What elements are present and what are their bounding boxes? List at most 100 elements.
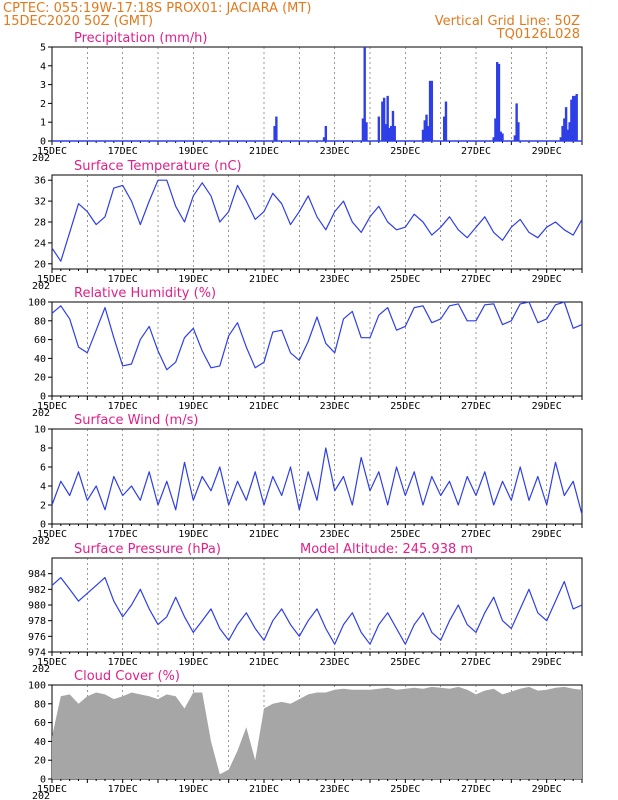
x-tick-label: 19DEC (178, 657, 208, 668)
header-grid-note: Vertical Grid Line: 50Z (435, 14, 580, 29)
panel-3: 0 2 4 6 8 10 15DEC 17DEC 19DEC 21DEC 23DEC 25DEC 27D… (32, 413, 583, 547)
x-tick-label: 17DEC (108, 657, 138, 668)
precip-bar (497, 63, 501, 141)
precip-bar (361, 118, 365, 141)
precip-bar (430, 80, 434, 141)
panel-0: 0 1 2 3 4 5 15DEC 17DEC 19DEC 21DEC 23DEC 25DEC 27DE… (32, 31, 583, 164)
y-tick-label: 4 (40, 482, 46, 493)
x-year-prefix: 202 (32, 791, 50, 800)
precip-bar (273, 125, 276, 141)
x-tick-label: 27DEC (461, 657, 491, 668)
x-tick-label: 15DEC (37, 274, 67, 285)
precip-bar (513, 135, 517, 141)
x-tick-label: 19DEC (178, 401, 208, 412)
panel-5: 0 20 40 60 80 100 15DEC 17DEC 19DEC 21DEC 23DEC 25D… (28, 669, 583, 800)
precip-bar (575, 94, 578, 141)
x-tick-label: 23DEC (320, 657, 350, 668)
precip-bar (501, 133, 504, 141)
y-tick-label: 2 (40, 501, 46, 512)
x-tick-label: 25DEC (390, 401, 420, 412)
precip-bar (363, 47, 366, 141)
header-run-time: 15DEC2020 50Z (GMT) (3, 14, 153, 29)
x-tick-label: 27DEC (461, 274, 491, 285)
precip-bar (377, 116, 381, 141)
panel-1: 20 24 28 32 36 15DEC 17DEC 19DEC 21DEC 23DEC 25DEC… (32, 159, 583, 292)
x-tick-label: 21DEC (249, 784, 279, 795)
precip-bar (563, 118, 566, 141)
y-tick-label: 982 (28, 585, 46, 596)
panel-title: Cloud Cover (%) (74, 669, 180, 684)
x-tick-label: 25DEC (390, 146, 420, 157)
x-year-prefix: 202 (32, 408, 50, 419)
panel-title: Surface Wind (m/s) (74, 413, 198, 428)
y-tick-label: 20 (34, 373, 46, 384)
x-year-prefix: 202 (32, 536, 50, 547)
precip-bar (515, 103, 518, 141)
precip-bar (494, 118, 497, 141)
precip-bar (570, 99, 573, 141)
plot-frame (51, 428, 583, 525)
x-tick-label: 23DEC (320, 529, 350, 540)
x-tick-label: 29DEC (532, 274, 562, 285)
precip-bar (382, 97, 386, 141)
precip-bar (390, 125, 393, 141)
header-model-id: TQ0126L028 (496, 27, 580, 42)
y-tick-label: 6 (40, 463, 46, 474)
precip-bar (391, 110, 395, 141)
y-tick-label: 32 (34, 197, 46, 208)
y-tick-label: 60 (34, 335, 46, 346)
precip-bar (564, 107, 568, 141)
y-tick-label: 40 (34, 354, 46, 365)
y-tick-label: 984 (28, 569, 46, 580)
series-line (51, 577, 583, 645)
precip-bar (573, 95, 577, 141)
series-line (51, 301, 583, 371)
precip-bar (568, 122, 571, 141)
precip-bar (561, 125, 564, 141)
x-tick-label: 29DEC (532, 529, 562, 540)
x-tick-label: 21DEC (249, 529, 279, 540)
precip-bar (517, 122, 520, 141)
x-year-prefix: 202 (32, 281, 50, 292)
x-tick-label: 25DEC (390, 657, 420, 668)
y-tick-label: 28 (34, 218, 46, 229)
y-tick-label: 976 (28, 632, 46, 643)
x-tick-label: 17DEC (108, 401, 138, 412)
y-tick-label: 2 (40, 99, 46, 110)
x-tick-label: 29DEC (532, 146, 562, 157)
y-tick-label: 100 (28, 681, 46, 692)
x-tick-label: 17DEC (108, 274, 138, 285)
x-tick-label: 23DEC (320, 401, 350, 412)
y-tick-label: 978 (28, 616, 46, 627)
x-tick-label: 29DEC (532, 784, 562, 795)
precip-bar (428, 80, 432, 141)
cloud-area (52, 686, 582, 779)
x-tick-label: 21DEC (249, 657, 279, 668)
panel-title: Precipitation (mm/h) (74, 31, 207, 46)
x-tick-label: 27DEC (461, 529, 491, 540)
x-tick-label: 27DEC (461, 401, 491, 412)
x-tick-label: 21DEC (249, 274, 279, 285)
precip-bar (443, 116, 446, 141)
precip-bar (393, 125, 396, 141)
y-tick-label: 40 (34, 737, 46, 748)
x-tick-label: 15DEC (37, 146, 67, 157)
precip-bar (423, 120, 426, 141)
y-tick-label: 3 (40, 80, 46, 91)
plot-frame (51, 174, 583, 270)
precip-bar (444, 101, 448, 141)
y-tick-label: 0 (40, 392, 46, 403)
x-tick-label: 15DEC (37, 657, 67, 668)
x-tick-label: 29DEC (532, 657, 562, 668)
x-tick-label: 15DEC (37, 529, 67, 540)
panel-title: Relative Humidity (%) (74, 286, 216, 301)
panel-4: 974 976 978 980 982 984 15DEC 17DEC 19DEC 21DEC 23… (28, 542, 583, 675)
y-tick-label: 974 (28, 648, 46, 659)
precip-bar (324, 125, 328, 141)
precip-bar (388, 127, 391, 141)
x-tick-label: 17DEC (108, 784, 138, 795)
precip-bar (386, 95, 389, 141)
x-tick-label: 19DEC (178, 274, 208, 285)
x-tick-label: 17DEC (108, 146, 138, 157)
